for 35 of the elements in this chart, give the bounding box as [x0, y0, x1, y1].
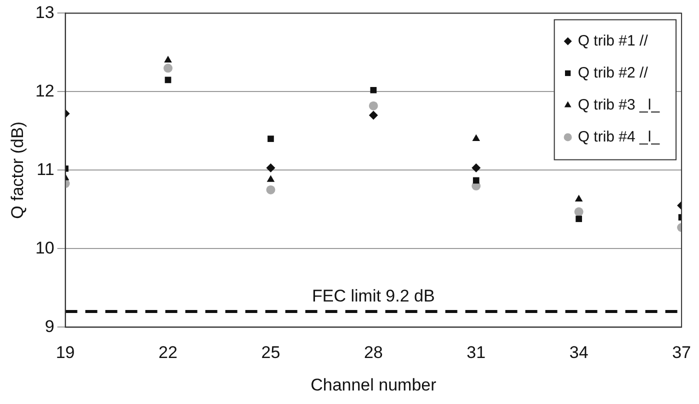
point — [368, 101, 378, 110]
x-tick-label: 25 — [261, 343, 280, 362]
point — [164, 64, 173, 73]
legend-label: Q trib #2 // — [578, 64, 649, 82]
point — [266, 175, 275, 182]
point — [164, 76, 172, 84]
point — [164, 56, 172, 63]
y-tick-label: 10 — [35, 238, 54, 258]
legend-label: Q trib #3 _l_ — [578, 96, 660, 114]
x-tick-label: 31 — [466, 343, 486, 362]
y-tick-label: 13 — [35, 2, 54, 22]
y-axis-title: Q factor (dB) — [8, 122, 27, 219]
point — [268, 136, 274, 142]
point — [574, 194, 583, 202]
ref-line-label: FEC limit 9.2 dB — [312, 286, 435, 306]
x-tick-label: 28 — [364, 343, 383, 362]
point — [472, 163, 481, 172]
legend-label: Q trib #4 _l_ — [578, 128, 660, 146]
y-tick-label: 11 — [36, 160, 54, 179]
x-tick-label: 19 — [56, 343, 75, 362]
point — [574, 207, 584, 216]
point — [576, 216, 582, 222]
x-axis-title: Channel number — [310, 375, 437, 394]
point — [472, 134, 480, 142]
y-tick-label: 12 — [35, 81, 54, 100]
point — [368, 110, 378, 120]
point — [266, 185, 276, 194]
x-tick-label: 34 — [569, 343, 588, 362]
x-tick-label: 22 — [158, 343, 178, 362]
y-tick-label: 9 — [44, 316, 54, 336]
point — [266, 163, 276, 172]
point — [370, 86, 377, 94]
point — [472, 177, 480, 184]
x-tick-label: 37 — [672, 343, 692, 362]
legend-label: Q trib #1 // — [578, 32, 649, 50]
